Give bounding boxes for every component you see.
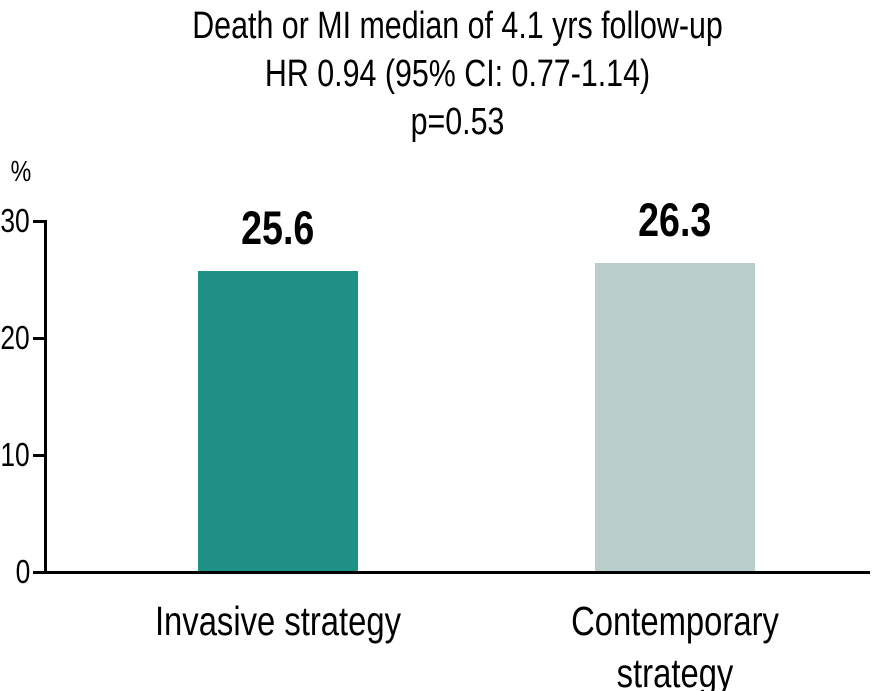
y-tick-label-10: 10 [0,436,30,473]
y-tick-mark [33,336,47,340]
chart-title-line-2: HR 0.94 (95% CI: 0.77-1.14) [264,53,651,95]
bar-contemporary [595,263,755,571]
bar-group-contemporary: 26.3 [595,196,755,571]
y-tick-30: 30 [0,202,47,239]
bar-group-invasive: 25.6 [198,204,358,571]
y-tick-mark [33,219,47,223]
value-label-contemporary: 26.3 [638,193,712,246]
y-tick-label-30: 30 [0,202,30,239]
value-label-invasive: 25.6 [241,201,315,254]
y-tick-label-20: 20 [0,319,30,356]
category-label-invasive: Invasive strategy [154,598,402,644]
percent-sign: % [10,156,32,188]
y-tick-0: 0 [0,553,47,590]
chart-title-line-3: p=0.53 [410,101,505,143]
category-label-contemporary: Contemporary strategy [571,598,779,691]
y-axis-line [44,220,47,574]
y-tick-label-0: 0 [15,553,30,590]
chart-title-line-1: Death or MI median of 4.1 yrs follow-up [192,5,723,47]
y-tick-mark [33,570,47,574]
y-tick-10: 10 [0,436,47,473]
y-tick-mark [33,453,47,457]
chart-title: Death or MI median of 4.1 yrs follow-up … [45,2,870,146]
y-tick-20: 20 [0,319,47,356]
bar-invasive [198,271,358,571]
y-axis-unit-label: % [0,156,42,189]
x-axis-line [44,571,870,574]
